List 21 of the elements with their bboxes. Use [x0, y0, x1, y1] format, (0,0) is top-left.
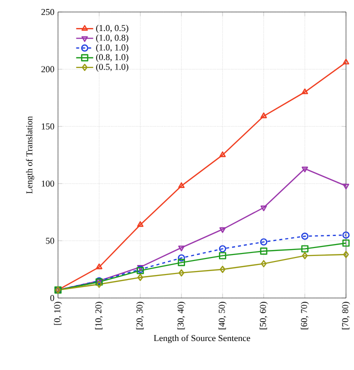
x-tick-label: [40, 50)	[218, 302, 227, 330]
x-tick-label: [0, 10)	[54, 302, 62, 325]
y-tick-label: 150	[42, 123, 54, 130]
legend-label: (0.5, 1.0)	[96, 64, 128, 72]
legend-label: (1.0, 1.0)	[96, 44, 128, 52]
x-axis-title: Length of Source Sentence	[154, 334, 250, 343]
x-tick-label: [50, 60)	[260, 302, 268, 330]
y-tick-label: 0	[50, 294, 54, 302]
x-tick-label: [10, 20)	[95, 302, 104, 330]
legend-label: (1.0, 0.8)	[96, 34, 128, 43]
legend-label: (1.0, 0.5)	[96, 24, 128, 33]
x-tick-label: [60, 70)	[300, 302, 309, 330]
x-tick-label: [30, 40)	[177, 302, 186, 330]
legend-label: (0.8, 1.0)	[96, 54, 128, 62]
y-tick-label: 250	[41, 8, 54, 16]
y-axis-title: Length of Translation	[26, 116, 34, 194]
x-tick-label: [20, 30)	[136, 302, 144, 330]
x-tick-label: [70, 80)	[342, 302, 350, 330]
y-tick-label: 50	[46, 238, 54, 244]
y-tick-label: 100	[42, 180, 54, 187]
y-tick-label: 200	[41, 66, 54, 72]
